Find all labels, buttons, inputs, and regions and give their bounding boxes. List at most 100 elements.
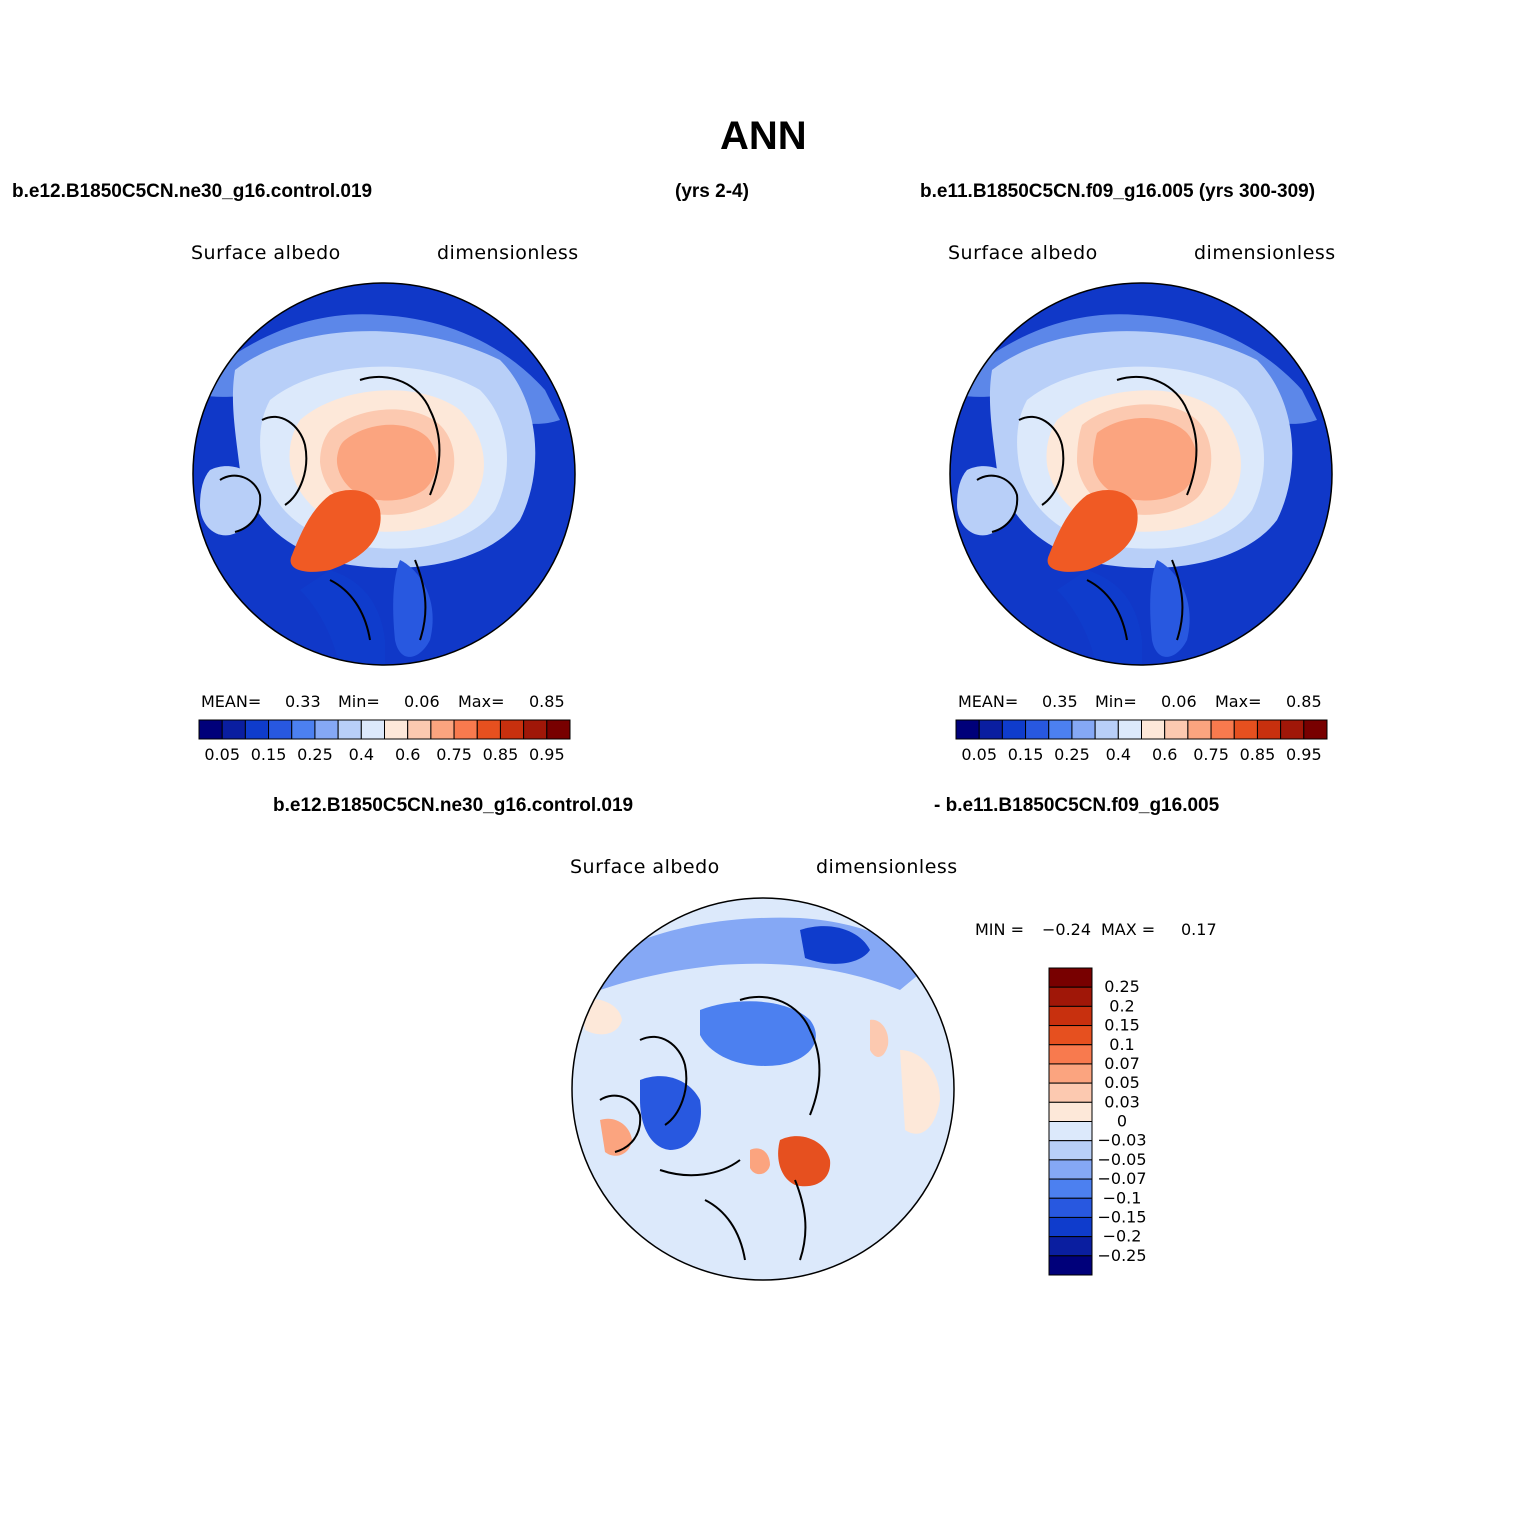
map-panel-1 bbox=[193, 283, 575, 665]
colorbar1-swatch bbox=[198, 719, 223, 740]
colorbar3-tick-label: 0.07 bbox=[1104, 1054, 1140, 1073]
colorbar3-tick-label: −0.1 bbox=[1103, 1188, 1142, 1207]
panel2-mean-label: MEAN= bbox=[958, 692, 1019, 711]
colorbar3-tick-label: −0.15 bbox=[1097, 1207, 1146, 1226]
colorbar3-tick-label: 0.05 bbox=[1104, 1073, 1140, 1092]
colorbar1-swatch bbox=[360, 719, 385, 740]
colorbar3-swatch bbox=[1048, 1063, 1093, 1084]
colorbar-panel-1: 0.05 0.15 0.25 0.4 0.6 0.75 0.85 0.95 bbox=[198, 719, 571, 764]
colorbar2-tick-label: 0.75 bbox=[1193, 745, 1229, 764]
panel1-mean-value: 0.33 bbox=[285, 692, 321, 711]
panel1-variable: Surface albedo bbox=[191, 242, 341, 264]
colorbar1-swatch bbox=[314, 719, 339, 740]
colorbar2-swatch bbox=[1233, 719, 1258, 740]
colorbar1-swatch bbox=[453, 719, 478, 740]
colorbar2-swatch bbox=[1025, 719, 1050, 740]
colorbar3-swatch bbox=[1048, 1178, 1093, 1199]
colorbar2-tick-label: 0.6 bbox=[1152, 745, 1177, 764]
colorbar3-swatch bbox=[1048, 986, 1093, 1007]
colorbar3-swatch bbox=[1048, 1121, 1093, 1142]
colorbar1-swatch bbox=[221, 719, 246, 740]
colorbar3-tick-label: −0.2 bbox=[1103, 1227, 1142, 1246]
colorbar3-swatch bbox=[1048, 1197, 1093, 1218]
map-panel-2 bbox=[950, 283, 1332, 665]
diff-case2-name: - b.e11.B1850C5CN.f09_g16.005 bbox=[934, 795, 1220, 816]
colorbar3-tick-label: 0.1 bbox=[1109, 1035, 1134, 1054]
panel3-max-value: 0.17 bbox=[1181, 920, 1217, 939]
panel3-variable: Surface albedo bbox=[570, 856, 720, 878]
panel1-min-value: 0.06 bbox=[404, 692, 440, 711]
panel3-max-label: MAX = bbox=[1101, 920, 1156, 939]
colorbar1-tick-label: 0.05 bbox=[204, 745, 240, 764]
colorbar3-swatch bbox=[1048, 1101, 1093, 1122]
colorbar3-tick-label: 0.2 bbox=[1109, 996, 1134, 1015]
colorbar1-swatch bbox=[337, 719, 362, 740]
colorbar1-tick-label: 0.15 bbox=[251, 745, 287, 764]
colorbar1-tick-label: 0.95 bbox=[529, 745, 565, 764]
colorbar2-swatch bbox=[1187, 719, 1212, 740]
colorbar2-tick-label: 0.05 bbox=[961, 745, 997, 764]
colorbar2-tick-label: 0.15 bbox=[1008, 745, 1044, 764]
colorbar1-tick-label: 0.6 bbox=[395, 745, 420, 764]
colorbar2-swatch bbox=[1094, 719, 1119, 740]
colorbar3-swatch bbox=[1048, 1216, 1093, 1238]
case2-name: b.e11.B1850C5CN.f09_g16.005 (yrs 300-309… bbox=[920, 181, 1316, 202]
colorbar1-swatch bbox=[244, 719, 270, 740]
colorbar3-tick-label: 0.03 bbox=[1104, 1092, 1140, 1111]
colorbar2-swatch bbox=[1141, 719, 1166, 740]
case1-years: (yrs 2-4) bbox=[675, 181, 749, 202]
colorbar3-tick-label: −0.25 bbox=[1097, 1246, 1146, 1265]
colorbar1-swatch bbox=[523, 719, 548, 740]
colorbar2-swatch bbox=[978, 719, 1003, 740]
panel1-max-value: 0.85 bbox=[529, 692, 565, 711]
panel1-mean-label: MEAN= bbox=[201, 692, 262, 711]
panel2-max-label: Max= bbox=[1215, 692, 1262, 711]
colorbar1-swatch bbox=[476, 719, 501, 740]
colorbar3-tick-label: −0.03 bbox=[1097, 1131, 1146, 1150]
colorbar2-tick-label: 0.4 bbox=[1106, 745, 1131, 764]
colorbar1-tick-label: 0.85 bbox=[483, 745, 519, 764]
colorbar2-swatch bbox=[1001, 719, 1027, 740]
panel1-max-label: Max= bbox=[458, 692, 505, 711]
colorbar1-tick-label: 0.25 bbox=[297, 745, 333, 764]
colorbar-panel-2: 0.05 0.15 0.25 0.4 0.6 0.75 0.85 0.95 bbox=[955, 719, 1328, 764]
map-border-1 bbox=[192, 282, 576, 666]
colorbar2-swatch bbox=[1280, 719, 1305, 740]
map-border-2 bbox=[949, 282, 1333, 666]
colorbar3-swatch bbox=[1048, 1082, 1093, 1103]
colorbar2-swatch bbox=[1164, 719, 1189, 740]
colorbar1-swatch bbox=[384, 719, 409, 740]
panel2-min-label: Min= bbox=[1095, 692, 1137, 711]
panel2-units: dimensionless bbox=[1194, 242, 1336, 264]
colorbar2-swatch bbox=[1048, 719, 1073, 740]
map-panel-difference bbox=[572, 898, 954, 1280]
panel1-units: dimensionless bbox=[437, 242, 579, 264]
panel3-units: dimensionless bbox=[816, 856, 958, 878]
colorbar3-tick-label: 0.25 bbox=[1104, 977, 1140, 996]
colorbar2-swatch bbox=[1210, 719, 1235, 740]
colorbar1-swatch bbox=[268, 719, 293, 740]
diff-case1-name: b.e12.B1850C5CN.ne30_g16.control.019 bbox=[273, 795, 634, 816]
panel1-min-label: Min= bbox=[338, 692, 380, 711]
colorbar2-tick-label: 0.25 bbox=[1054, 745, 1090, 764]
panel2-mean-value: 0.35 bbox=[1042, 692, 1078, 711]
colorbar2-swatch bbox=[955, 719, 980, 740]
colorbar3-tick-label: −0.05 bbox=[1097, 1150, 1146, 1169]
colorbar3-tick-label: −0.07 bbox=[1097, 1169, 1146, 1188]
colorbar-difference: 0.250.20.150.10.070.050.030−0.03−0.05−0.… bbox=[1048, 967, 1147, 1276]
colorbar2-swatch bbox=[1117, 719, 1142, 740]
colorbar2-swatch bbox=[1303, 719, 1328, 740]
colorbar2-tick-label: 0.85 bbox=[1240, 745, 1276, 764]
colorbar1-swatch bbox=[546, 719, 571, 740]
colorbar1-tick-label: 0.4 bbox=[349, 745, 374, 764]
colorbar1-swatch bbox=[430, 719, 455, 740]
colorbar2-swatch bbox=[1256, 719, 1282, 740]
colorbar3-swatch bbox=[1048, 1005, 1093, 1027]
panel2-min-value: 0.06 bbox=[1161, 692, 1197, 711]
figure-title: ANN bbox=[720, 114, 807, 158]
colorbar2-swatch bbox=[1071, 719, 1096, 740]
colorbar3-tick-label: 0 bbox=[1117, 1112, 1127, 1131]
colorbar1-swatch bbox=[499, 719, 525, 740]
colorbar1-tick-label: 0.75 bbox=[436, 745, 472, 764]
